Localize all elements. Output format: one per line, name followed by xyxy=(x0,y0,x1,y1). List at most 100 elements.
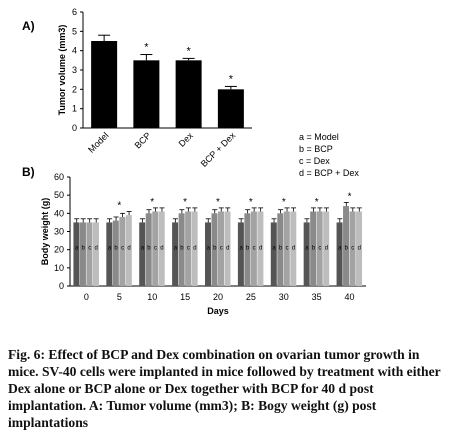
panel-a-y-tick-label: 0 xyxy=(72,123,77,133)
panel-b-y-tick-label: 10 xyxy=(54,263,64,273)
panel-a-y-tick-label: 6 xyxy=(72,7,77,17)
panel-b-bar xyxy=(290,211,297,286)
panel-b-bar xyxy=(343,206,350,286)
panel-b-bar xyxy=(205,222,211,286)
panel-b-bar-letter: a xyxy=(305,246,309,252)
panel-b-bar xyxy=(237,222,244,286)
panel-b-bar-letter: d xyxy=(127,246,130,252)
panel-b-bar-letter: d xyxy=(226,246,229,252)
panel-b-bar-letter: c xyxy=(220,246,223,252)
legend-item: a = Model xyxy=(299,132,339,142)
panel-b-bar xyxy=(125,215,132,286)
panel-b-y-tick-label: 20 xyxy=(54,245,64,255)
panel-a-y-tick-label: 2 xyxy=(72,84,77,94)
panel-a-significance-star: * xyxy=(186,45,191,57)
panel-b-y-tick-label: 50 xyxy=(54,190,64,200)
panel-b-bar-letter: a xyxy=(338,246,342,252)
panel-b-bar-letter: d xyxy=(325,246,328,252)
panel-b-bar xyxy=(178,213,185,286)
panel-b-bar-letter: d xyxy=(160,246,163,252)
panel-a-y-tick-label: 5 xyxy=(72,26,77,36)
panel-a-bar xyxy=(175,60,202,129)
panel-a-bar xyxy=(133,60,160,129)
panel-a-bar xyxy=(217,89,244,128)
panel-a-category-label: BCP xyxy=(133,130,153,150)
panel-b-bar xyxy=(92,222,99,286)
panel-b-bar xyxy=(79,222,86,286)
panel-b-category-label: 30 xyxy=(279,292,289,302)
panel-b-significance-star: * xyxy=(216,197,220,208)
panel-b-bar-letter: a xyxy=(108,246,112,252)
panel-b-bar-letter: b xyxy=(180,246,184,252)
panel-b-bar-letter: a xyxy=(239,246,243,252)
panel-b-bar xyxy=(283,211,290,286)
panel-a-category-label: Dex xyxy=(177,130,196,149)
panel-b-bar xyxy=(224,211,231,286)
panel-b-bar-letter: c xyxy=(318,246,321,252)
panel-b-bar-letter: c xyxy=(351,246,354,252)
panel-b-bar-letter: c xyxy=(253,246,256,252)
panel-b-bar-letter: d xyxy=(193,246,196,252)
panel-a-bar xyxy=(91,41,118,128)
panel-b-bar-letter: c xyxy=(121,246,124,252)
panel-b-significance-star: * xyxy=(150,197,154,208)
panel-b-significance-star: * xyxy=(249,197,253,208)
panel-b-bar-letter: b xyxy=(345,246,349,252)
legend-item: d = BCP + Dex xyxy=(299,168,359,178)
panel-b-x-axis-title: Days xyxy=(207,306,229,316)
panel-b-significance-star: * xyxy=(348,191,352,202)
panel-b-bar xyxy=(139,222,146,286)
panel-b-bar xyxy=(349,211,356,286)
panel-b-bar-letter: d xyxy=(259,246,262,252)
panel-b-bar-letter: a xyxy=(272,246,276,252)
panel-b-bar xyxy=(191,211,198,286)
panel-b-bar xyxy=(270,222,277,286)
panel-b-category-label: 5 xyxy=(117,292,122,302)
panel-b-bar-letter: b xyxy=(312,246,316,252)
panel-b-bar-letter: b xyxy=(279,246,283,252)
panel-b-bar xyxy=(218,211,224,286)
panel-b-category-label: 35 xyxy=(312,292,322,302)
panel-b-bar-letter: d xyxy=(292,246,295,252)
panel-b-bar xyxy=(356,211,363,286)
panel-b-y-tick-label: 40 xyxy=(54,208,64,218)
panel-b-label: B) xyxy=(22,165,35,179)
panel-b-bar-letter: a xyxy=(174,246,178,252)
panel-b-bar-letter: a xyxy=(141,246,145,252)
panel-b-category-label: 15 xyxy=(180,292,190,302)
panel-b-bar xyxy=(112,220,119,286)
panel-b-bar-letter: b xyxy=(246,246,250,252)
panel-b-bar xyxy=(106,222,113,286)
panel-b-category-label: 20 xyxy=(213,292,223,302)
panel-b-bar xyxy=(277,213,284,286)
panel-b-significance-star: * xyxy=(183,197,187,208)
panel-a-y-tick-label: 3 xyxy=(72,65,77,75)
panel-b-bar xyxy=(257,211,264,286)
panel-b-significance-star: * xyxy=(117,201,121,212)
panel-b-y-axis-title: Body weight (g) xyxy=(40,198,50,266)
panel-b-bar xyxy=(152,211,159,286)
panel-b-y-tick-label: 0 xyxy=(59,281,64,291)
panel-b-bar xyxy=(172,222,179,286)
panel-b-bar-letter: c xyxy=(286,246,289,252)
panel-b-bar xyxy=(336,222,343,286)
panel-b-bar-letter: b xyxy=(213,246,217,252)
panel-b-bar-letter: d xyxy=(95,246,98,252)
panel-b-y-tick-label: 30 xyxy=(54,227,64,237)
panel-a-label: A) xyxy=(22,19,35,33)
panel-b-significance-star: * xyxy=(282,197,286,208)
panel-b-bar-letter: b xyxy=(114,246,118,252)
panel-b-bar-letter: c xyxy=(88,246,91,252)
panel-a-y-tick-label: 1 xyxy=(72,104,77,114)
panel-b-category-label: 10 xyxy=(147,292,157,302)
panel-b-bar xyxy=(244,213,251,286)
panel-b-bar xyxy=(250,211,257,286)
panel-b-category-label: 40 xyxy=(345,292,355,302)
panel-b-bar-letter: a xyxy=(207,246,211,252)
panel-b-bar xyxy=(145,213,152,286)
panel-b-bar xyxy=(310,211,317,286)
panel-b-bar-letter: b xyxy=(82,246,86,252)
figure-caption: Fig. 6: Effect of BCP and Dex combinatio… xyxy=(8,347,441,430)
panel-b-bar xyxy=(73,222,80,286)
